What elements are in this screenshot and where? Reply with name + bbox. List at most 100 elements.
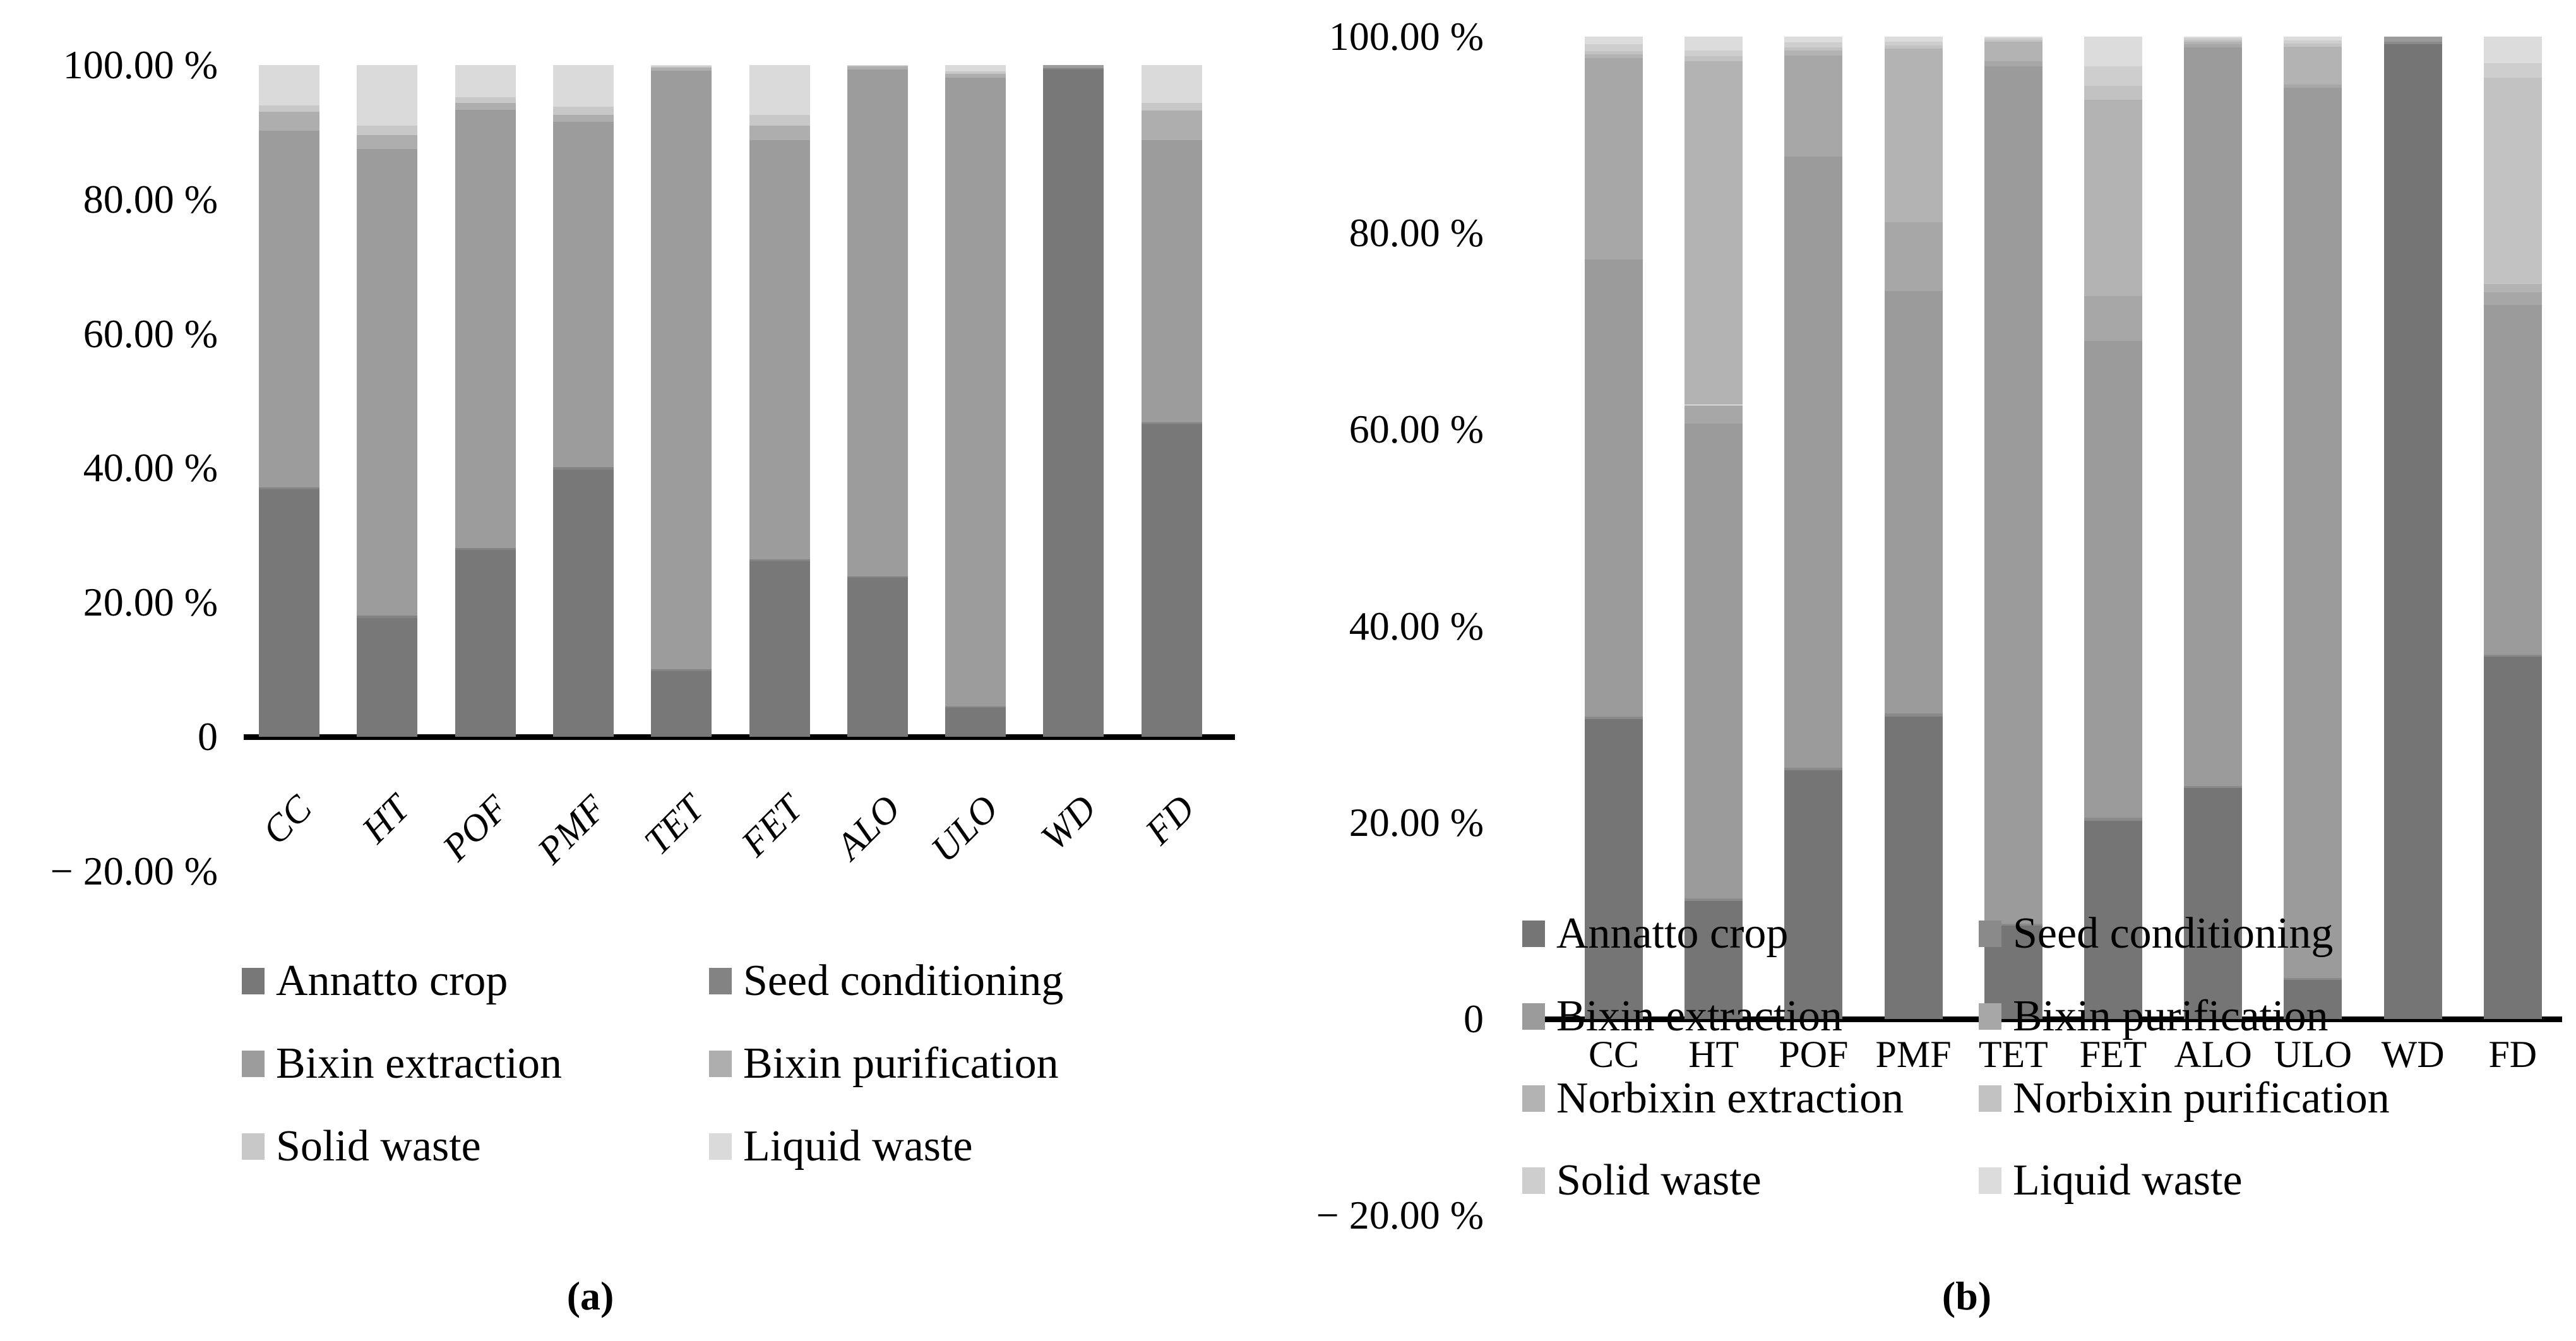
x-category-label: ALO (2174, 1034, 2252, 1075)
bar-segment (1784, 156, 1843, 768)
bar-segment (1141, 65, 1202, 103)
x-category-label: FET (2079, 1034, 2147, 1075)
y-tick-label: 0 (198, 714, 218, 759)
bar-segment (847, 576, 908, 578)
bar-segment (259, 487, 319, 490)
bar-segment (749, 114, 810, 126)
bar-segment (1784, 42, 1843, 48)
bar-segment (1141, 424, 1202, 737)
legend-item-label: Norbixin extraction (1556, 1074, 1904, 1123)
legend-item: Seed conditioning (709, 957, 1063, 1005)
x-category-label: TET (1978, 1034, 2048, 1075)
bar-segment (2184, 39, 2243, 42)
legend-swatch-icon (242, 968, 265, 994)
legend-item-label: Norbixin purification (2013, 1074, 2390, 1123)
bar-segment (1585, 37, 1643, 45)
bar-segment (2084, 37, 2142, 66)
bar-segment (847, 69, 908, 576)
bar-segment (455, 65, 516, 98)
bar-segment (2084, 341, 2142, 818)
bar-segment (2184, 47, 2243, 787)
bar-segment (2084, 85, 2142, 100)
bar-segment (1685, 898, 1743, 902)
bar-segment (945, 706, 1006, 708)
legend-item: Annatto crop (1522, 910, 1788, 958)
y-tick-label: 20.00 % (83, 580, 218, 625)
legend-item: Norbixin purification (1979, 1075, 2390, 1123)
bar-segment (2483, 37, 2542, 63)
bar-segment (2284, 43, 2342, 47)
bar-segment (1685, 50, 1743, 57)
bar-segment (2184, 786, 2243, 789)
legend-item: Bixin extraction (242, 1040, 562, 1088)
legend-item-label: Solid waste (1556, 1156, 1762, 1205)
bar-segment (1984, 37, 2042, 40)
x-category-label: FD (2488, 1034, 2537, 1075)
bar-segment (651, 65, 712, 67)
bar-segment (357, 617, 418, 737)
bar-segment (847, 577, 908, 737)
bar-segment (1784, 50, 1843, 56)
y-tick-label: 80.00 % (83, 176, 218, 222)
bar-segment (749, 561, 810, 737)
bar-segment (2084, 818, 2142, 821)
bar-segment (1884, 716, 1943, 1019)
bar-segment (749, 125, 810, 141)
bar-segment (651, 68, 712, 71)
bar-segment (1884, 37, 1943, 42)
bar-segment (1784, 55, 1843, 157)
bar-segment (1685, 37, 1743, 51)
bar-segment (2184, 788, 2243, 1019)
x-category-label: HT (1688, 1034, 1739, 1075)
legend-item-label: Bixin extraction (276, 1039, 562, 1088)
bar-segment (357, 149, 418, 616)
bar-segment (2383, 37, 2442, 42)
bar-segment (1884, 291, 1943, 714)
bar-segment (945, 78, 1006, 707)
legend-swatch-icon (1979, 1085, 2001, 1112)
bar-segment (2084, 99, 2142, 296)
bar-segment (2284, 977, 2342, 980)
bar-segment (2284, 46, 2342, 85)
bar-segment (945, 73, 1006, 78)
bar-segment (357, 134, 418, 149)
bar-segment (749, 140, 810, 560)
caption-b: (b) (1941, 1273, 1992, 1318)
bar-segment (1043, 65, 1104, 69)
y-tick-label: 40.00 % (83, 445, 218, 491)
bar-segment (552, 114, 614, 122)
bar-segment (552, 469, 614, 737)
bar-segment (357, 65, 418, 126)
x-category-label: WD (2381, 1034, 2445, 1075)
legend-item-label: Annatto crop (1556, 909, 1789, 958)
bar-segment (2483, 284, 2542, 292)
legend-item-label: Bixin extraction (1556, 992, 1842, 1040)
bar-segment (2284, 979, 2342, 1019)
bar-segment (1685, 424, 1743, 898)
bar-segment (259, 65, 319, 105)
legend-item: Liquid waste (1979, 1157, 2243, 1205)
bar-segment (552, 467, 614, 470)
x-axis-line (1539, 1016, 2562, 1022)
legend-swatch-icon (1522, 1003, 1545, 1030)
bar-segment (455, 550, 516, 737)
bar-segment (2284, 40, 2342, 44)
bar-segment (1685, 61, 1743, 405)
legend-swatch-icon (1979, 921, 2001, 947)
bar-segment (847, 65, 908, 66)
bar-segment (749, 65, 810, 115)
bar-segment (945, 65, 1006, 71)
bar-segment (2483, 78, 2542, 285)
bar-segment (2284, 85, 2342, 88)
bar-segment (455, 548, 516, 551)
legend-item-label: Annatto crop (276, 957, 508, 1005)
bar-segment (651, 670, 712, 737)
bar-segment (1784, 767, 1843, 771)
bar-segment (1984, 37, 2042, 38)
bar-segment (1984, 41, 2042, 61)
legend-swatch-icon (1979, 1167, 2001, 1194)
bar-segment (259, 489, 319, 737)
bar-segment (552, 65, 614, 107)
bar-segment (847, 66, 908, 70)
bar-segment (1685, 56, 1743, 61)
